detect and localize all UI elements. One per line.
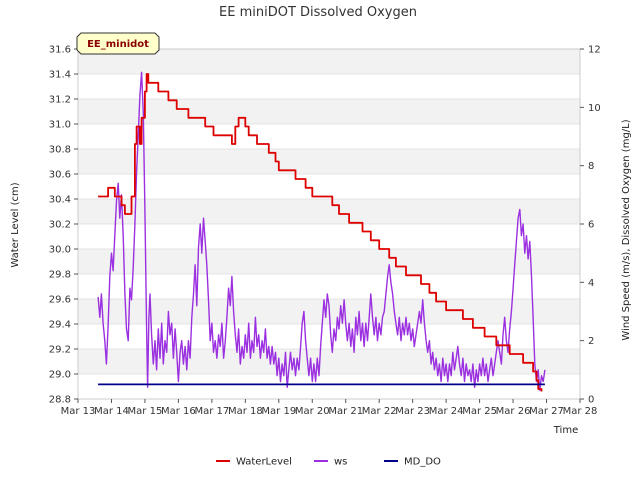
- y-left-tick-label: 30.4: [49, 195, 71, 206]
- plot-band: [78, 124, 580, 149]
- plot-band: [78, 249, 580, 274]
- series-line-ws: [97, 71, 546, 391]
- x-tick-label: Mar 20: [295, 406, 330, 417]
- plot-band: [78, 224, 580, 249]
- x-tick-label: Mar 22: [362, 406, 397, 417]
- legend-label: MD_DO: [404, 457, 441, 468]
- legend-label: ws: [334, 457, 347, 468]
- x-tick-label: Mar 27: [529, 406, 564, 417]
- chart-title: EE miniDOT Dissolved Oxygen: [219, 5, 417, 20]
- plot-band: [78, 199, 580, 224]
- x-axis-title: Time: [553, 425, 578, 436]
- plot-band: [78, 99, 580, 124]
- y-left-tick-label: 29.0: [49, 370, 71, 381]
- y-left-tick-label: 29.2: [49, 345, 71, 356]
- x-tick-label: Mar 23: [395, 406, 430, 417]
- series-line-waterlevel: [98, 73, 543, 392]
- plot-band: [78, 149, 580, 174]
- x-tick-label: Mar 13: [61, 406, 96, 417]
- y-left-tick-label: 28.8: [49, 395, 71, 406]
- x-tick-label: Mar 19: [261, 406, 296, 417]
- plot-band: [78, 174, 580, 199]
- y-axis-right: 0 2 4 6 8 10 12: [580, 45, 601, 406]
- x-tick-label: Mar 25: [462, 406, 497, 417]
- site-badge: EE_minidot: [76, 32, 160, 55]
- y-left-tick-label: 31.6: [49, 45, 71, 56]
- x-tick-label: Mar 21: [328, 406, 363, 417]
- y-left-tick-label: 31.4: [49, 70, 71, 81]
- x-tick-label: Mar 24: [429, 406, 464, 417]
- y-axis-right-title: Wind Speed (m/s), Dissolved Oxygen (mg/L…: [621, 119, 632, 340]
- x-tick-label: Mar 18: [228, 406, 263, 417]
- y-right-tick-label: 0: [588, 395, 594, 406]
- y-right-tick-label: 8: [588, 161, 594, 172]
- y-axis-left: 28.8 29.0 29.2 29.4 29.6 29.8 30.0 30.2 30.4 30.6…: [49, 45, 78, 406]
- x-tick-label: Mar 14: [94, 406, 129, 417]
- x-tick-label: Mar 17: [194, 406, 229, 417]
- plot-band: [78, 49, 580, 74]
- legend: WaterLevel ws MD_DO: [216, 457, 441, 468]
- y-left-tick-label: 29.4: [49, 320, 71, 331]
- y-left-tick-label: 30.2: [49, 220, 71, 231]
- plot-band: [78, 274, 580, 299]
- plot-band: [78, 74, 580, 99]
- y-left-tick-label: 29.6: [49, 295, 71, 306]
- y-left-tick-label: 31.2: [49, 95, 71, 106]
- x-tick-label: Mar 26: [496, 406, 531, 417]
- y-left-tick-label: 30.6: [49, 170, 71, 181]
- y-right-tick-label: 6: [588, 220, 594, 231]
- y-left-tick-label: 29.8: [49, 270, 71, 281]
- series-lines: [97, 71, 546, 392]
- y-axis-left-title: Water Level (cm): [10, 182, 21, 267]
- x-tick-label: Mar 28: [563, 406, 598, 417]
- site-badge-label: EE_minidot: [87, 39, 149, 50]
- x-tick-label: Mar 15: [128, 406, 163, 417]
- y-right-tick-label: 12: [588, 45, 601, 56]
- y-right-tick-label: 4: [588, 278, 594, 289]
- y-right-tick-label: 10: [588, 103, 601, 114]
- x-tick-label: Mar 16: [161, 406, 196, 417]
- legend-label: WaterLevel: [236, 457, 292, 468]
- y-left-tick-label: 31.0: [49, 120, 71, 131]
- plot-band: [78, 374, 580, 399]
- y-left-tick-label: 30.0: [49, 245, 71, 256]
- y-right-tick-label: 2: [588, 336, 594, 347]
- y-left-tick-label: 30.8: [49, 145, 71, 156]
